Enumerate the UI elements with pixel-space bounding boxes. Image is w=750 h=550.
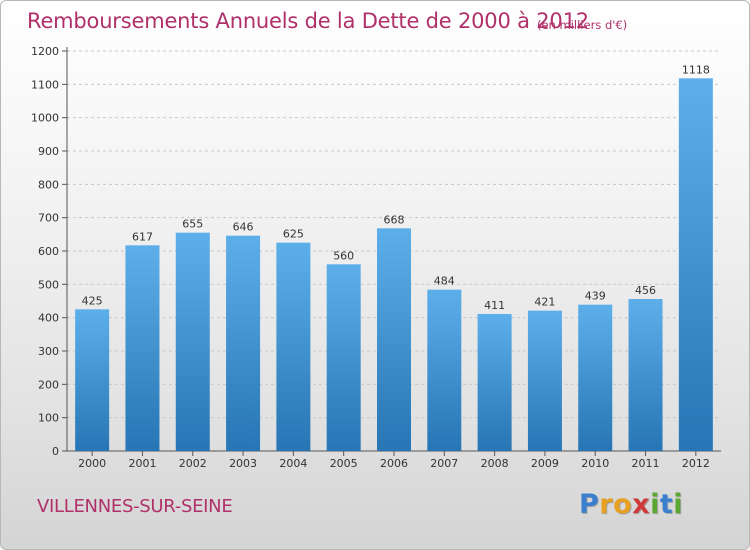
value-label-2005: 560 [333, 249, 354, 262]
bar-2004 [276, 242, 311, 451]
bar-2002 [175, 232, 210, 451]
x-tick-label-2002: 2002 [179, 457, 207, 470]
x-tick-label-2003: 2003 [229, 457, 257, 470]
value-label-2010: 439 [585, 290, 606, 303]
value-label-2001: 617 [132, 230, 153, 243]
value-label-2008: 411 [484, 299, 505, 312]
labels: 0 100 200 300 400 500 600 700 800 900 1000 1100 1200… [31, 45, 710, 470]
y-tick-label: 300 [38, 345, 59, 358]
chart-title: Remboursements Annuels de la Dette de 20… [27, 9, 589, 33]
y-tick-label: 0 [52, 445, 59, 458]
bar-2005 [326, 264, 361, 451]
bar-2008 [477, 314, 512, 451]
value-label-2003: 646 [233, 221, 254, 234]
x-tick-label-2012: 2012 [682, 457, 710, 470]
x-tick-label-2005: 2005 [330, 457, 358, 470]
x-tick-label-2008: 2008 [481, 457, 509, 470]
proxiti-logo: Proxiti [579, 489, 683, 520]
bar-2000 [75, 309, 110, 451]
bar-2003 [226, 235, 261, 451]
x-tick-label-2007: 2007 [430, 457, 458, 470]
y-tick-label: 800 [38, 178, 59, 191]
bar-2012 [678, 78, 713, 451]
x-tick-label-2006: 2006 [380, 457, 408, 470]
logo-letter: t [659, 489, 674, 520]
x-tick-label-2000: 2000 [78, 457, 106, 470]
value-label-2004: 625 [283, 228, 304, 241]
y-tick-label: 900 [38, 145, 59, 158]
bar-2011 [628, 299, 663, 451]
logo-letter: x [632, 489, 651, 520]
y-tick-label: 400 [38, 312, 59, 325]
logo-letter: r [599, 489, 614, 520]
value-label-2011: 456 [635, 284, 656, 297]
value-label-2006: 668 [384, 213, 405, 226]
bar-2010 [578, 304, 613, 451]
x-tick-label-2009: 2009 [531, 457, 559, 470]
bar-2007 [427, 289, 462, 451]
bar-2001 [125, 245, 160, 451]
value-label-2007: 484 [434, 275, 455, 288]
value-label-2002: 655 [182, 218, 203, 231]
bar-2006 [377, 228, 411, 451]
y-tick-label: 700 [38, 212, 59, 225]
value-label-2012: 1118 [682, 63, 710, 76]
y-tick-label: 1200 [31, 45, 59, 58]
bar-2009 [527, 310, 562, 451]
y-tick-label: 600 [38, 245, 59, 258]
chart-unit: (en milliers d'€) [537, 18, 628, 32]
y-tick-label: 200 [38, 378, 59, 391]
value-label-2009: 421 [534, 296, 555, 309]
y-tick-label: 100 [38, 412, 59, 425]
logo-letter: i [673, 489, 684, 520]
y-tick-label: 1000 [31, 112, 59, 125]
logo-letter: P [579, 489, 600, 520]
x-tick-label-2004: 2004 [279, 457, 307, 470]
value-label-2000: 425 [82, 294, 103, 307]
y-tick-label: 500 [38, 278, 59, 291]
x-tick-label-2001: 2001 [128, 457, 156, 470]
x-tick-label-2010: 2010 [581, 457, 609, 470]
bars [75, 78, 713, 451]
y-tick-label: 1100 [31, 78, 59, 91]
logo-letter: o [613, 489, 633, 520]
city-name: VILLENNES-SUR-SEINE [37, 496, 233, 517]
logo-letter: i [650, 489, 660, 520]
x-tick-label-2011: 2011 [632, 457, 660, 470]
